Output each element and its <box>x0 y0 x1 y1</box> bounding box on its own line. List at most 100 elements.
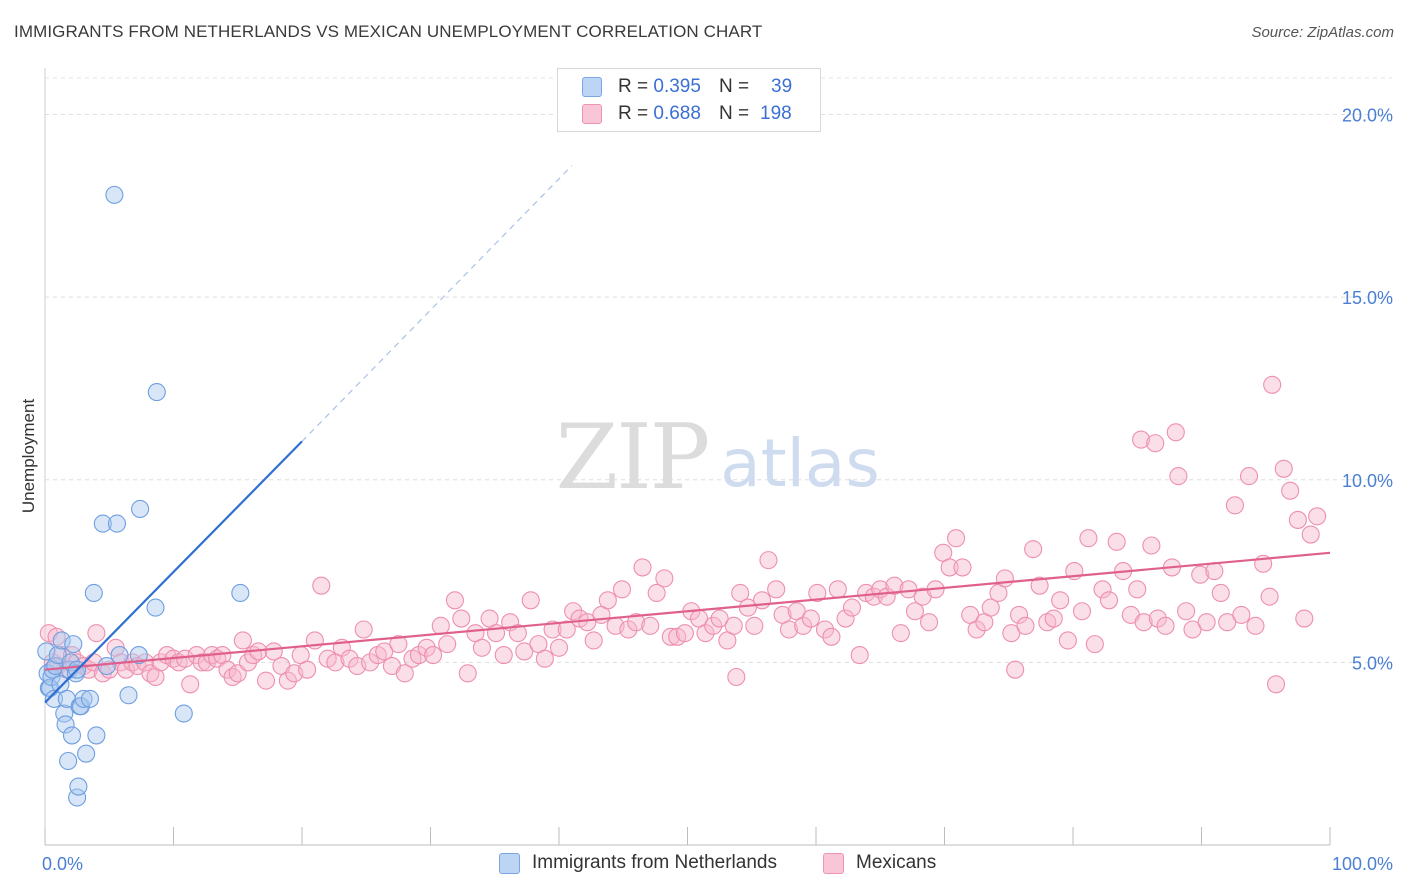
point-netherlands <box>71 697 91 716</box>
point-mexicans <box>767 580 786 599</box>
point-netherlands <box>62 726 82 745</box>
stats-legend: R = 0.395 N = 39 R = 0.688 N = 198 <box>557 68 821 132</box>
point-mexicans <box>647 583 666 603</box>
point-netherlands <box>52 631 71 650</box>
point-mexicans <box>808 583 827 603</box>
point-mexicans <box>801 609 820 628</box>
bottom-legend-swatch-mexicans <box>823 852 844 874</box>
point-mexicans <box>1107 532 1126 551</box>
point-mexicans <box>472 638 491 657</box>
point-mexicans <box>1263 375 1282 394</box>
point-mexicans <box>395 664 414 683</box>
point-mexicans <box>438 635 457 654</box>
point-mexicans <box>815 620 835 639</box>
point-mexicans <box>745 616 764 635</box>
y-tick-label: 20.0% <box>1342 106 1393 126</box>
point-mexicans <box>452 609 471 628</box>
point-mexicans <box>1009 605 1029 624</box>
point-mexicans <box>779 620 799 639</box>
point-mexicans <box>752 591 772 610</box>
point-mexicans <box>1177 602 1196 621</box>
point-mexicans <box>1079 529 1098 548</box>
point-mexicans <box>940 558 959 577</box>
tick-labels: 5.0% 10.0% 15.0% 20.0% 0.0% 100.0% <box>42 106 1393 874</box>
legend-row-netherlands: R = 0.395 N = 39 <box>582 74 792 100</box>
point-mexicans <box>1142 536 1161 555</box>
point-mexicans <box>181 675 200 694</box>
point-mexicans <box>1093 580 1112 599</box>
legend-n-value: 39 <box>771 76 793 97</box>
point-mexicans <box>192 653 211 672</box>
y-axis-label: Unemployment <box>19 399 38 514</box>
point-mexicans <box>1295 609 1314 628</box>
point-mexicans <box>445 591 464 610</box>
point-mexicans <box>298 660 317 679</box>
legend-swatch-mexicans <box>582 104 602 124</box>
point-netherlands <box>174 704 193 723</box>
point-mexicans <box>967 620 986 639</box>
point-netherlands <box>84 583 103 603</box>
x-tick-label: 0.0% <box>42 854 83 874</box>
bottom-legend-netherlands: Immigrants from Netherlands <box>499 852 777 874</box>
point-mexicans <box>1156 616 1175 635</box>
point-mexicans <box>1169 467 1188 486</box>
bottom-legend-label-mexicans: Mexicans <box>856 852 937 873</box>
point-mexicans <box>1166 423 1185 442</box>
point-mexicans <box>947 529 966 548</box>
point-mexicans <box>1132 430 1151 449</box>
point-mexicans <box>731 583 750 603</box>
point-mexicans <box>1128 580 1147 599</box>
point-mexicans <box>891 624 910 643</box>
point-mexicans <box>424 646 443 665</box>
point-mexicans <box>409 646 428 665</box>
point-netherlands <box>56 715 75 734</box>
legend-n-label: N = <box>718 76 750 97</box>
legend-r-value: 0.688 <box>653 103 701 124</box>
point-netherlands <box>77 744 96 763</box>
point-mexicans <box>612 580 632 599</box>
point-mexicans <box>1148 609 1167 628</box>
point-mexicans <box>759 551 778 570</box>
point-mexicans <box>1044 609 1063 628</box>
point-mexicans <box>1051 591 1070 610</box>
point-netherlands <box>129 646 148 665</box>
point-netherlands <box>46 656 65 676</box>
trend-lines <box>44 165 1331 704</box>
point-mexicans <box>1274 459 1293 478</box>
watermark: ZIP atlas <box>556 405 880 510</box>
point-mexicans <box>1205 562 1224 581</box>
point-mexicans <box>312 576 331 595</box>
point-mexicans <box>627 613 646 632</box>
point-mexicans <box>1085 635 1104 654</box>
point-mexicans <box>704 616 723 635</box>
point-mexicans <box>724 616 743 635</box>
point-mexicans <box>557 620 576 639</box>
point-netherlands <box>147 383 166 402</box>
axes <box>44 68 1331 846</box>
legend-n-value: 198 <box>760 103 792 124</box>
point-netherlands <box>97 656 116 676</box>
watermark-zip: ZIP <box>556 405 709 510</box>
point-mexicans <box>953 558 972 577</box>
point-mexicans <box>1016 616 1035 635</box>
point-mexicans <box>549 638 569 657</box>
point-mexicans <box>1099 591 1119 610</box>
point-mexicans <box>508 624 527 643</box>
watermark-atlas: atlas <box>720 425 880 502</box>
point-mexicans <box>675 624 694 643</box>
point-mexicans <box>1246 616 1265 635</box>
point-mexicans <box>1281 481 1300 500</box>
series-mexicans <box>39 375 1327 694</box>
point-mexicans <box>256 671 276 690</box>
legend-n-label: N = <box>718 103 750 124</box>
point-mexicans <box>598 591 617 610</box>
legend-swatch-netherlands <box>582 77 602 97</box>
trend-line-netherlands <box>44 440 303 704</box>
point-mexicans <box>361 653 380 672</box>
point-mexicans <box>1211 583 1230 603</box>
point-mexicans <box>1134 613 1153 632</box>
point-netherlands <box>107 514 127 533</box>
point-mexicans <box>619 620 638 639</box>
point-mexicans <box>842 598 862 617</box>
